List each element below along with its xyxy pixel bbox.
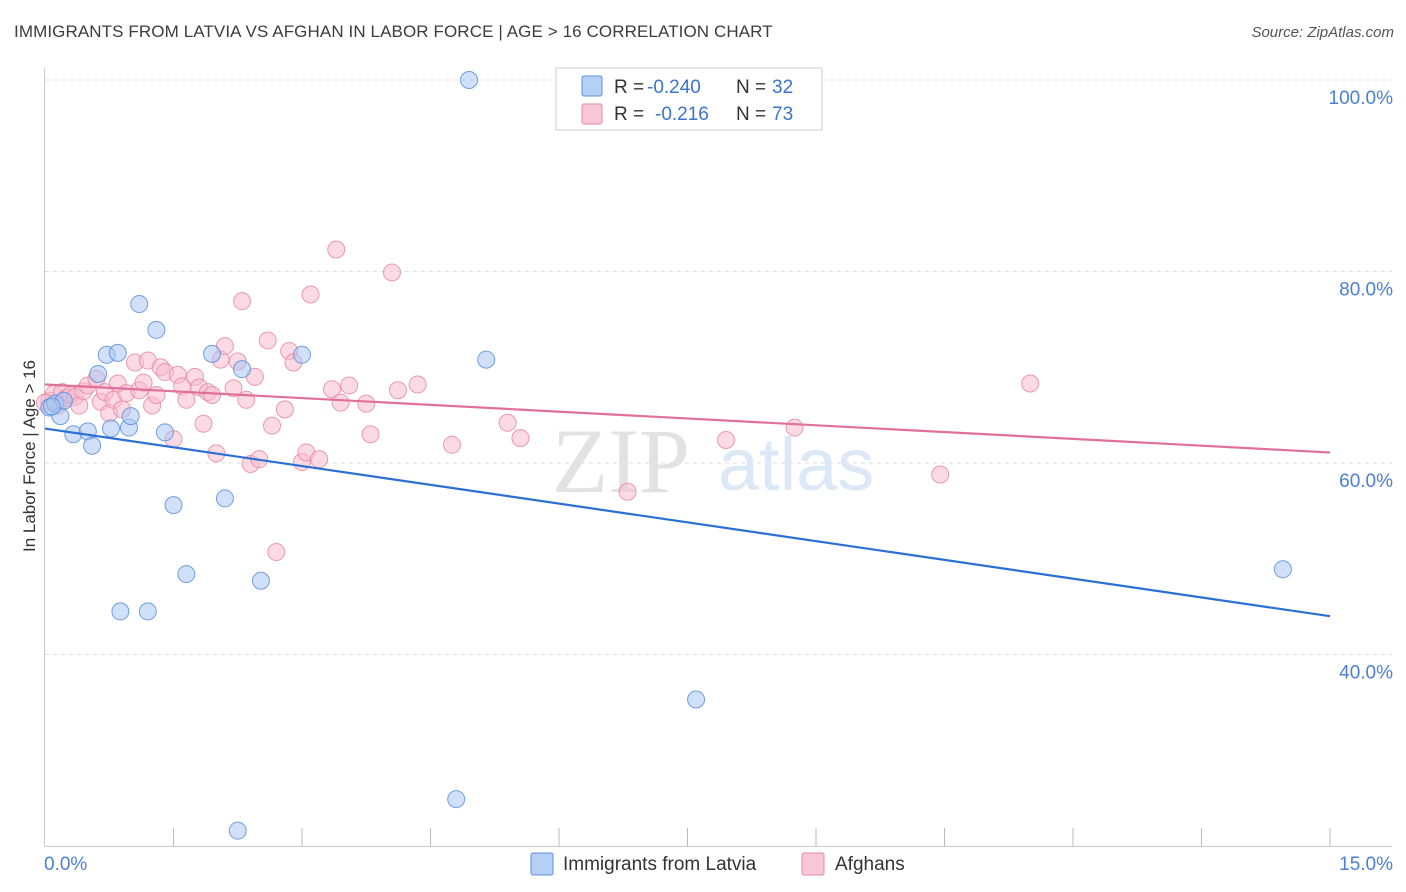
point-latvia-26 xyxy=(477,350,496,369)
chart-title: IMMIGRANTS FROM LATVIA VS AFGHAN IN LABO… xyxy=(14,22,773,41)
x-tick-label-0: 0.0% xyxy=(44,854,87,875)
point-latvia-6 xyxy=(83,436,102,455)
legend-box: R = -0.240 N = 32 R = -0.216 N = 73 xyxy=(555,67,823,131)
point-afghan-58 xyxy=(340,376,359,395)
legend-r-label-latvia: R = xyxy=(614,77,644,98)
point-afghan-65 xyxy=(498,413,517,432)
point-afghan-66 xyxy=(511,429,530,448)
y-tick-label-100: 100.0% xyxy=(1329,88,1394,109)
x-tick-label-15: 15.0% xyxy=(1339,854,1393,875)
legend-n-label-afghan: N = xyxy=(736,104,766,125)
point-afghan-57 xyxy=(331,393,350,412)
point-afghan-67 xyxy=(618,482,637,501)
y-axis-title: In Labor Force | Age > 16 xyxy=(20,360,39,552)
chart-source: Source: ZipAtlas.com xyxy=(1251,24,1394,41)
point-afghan-55 xyxy=(322,380,341,399)
point-afghan-69 xyxy=(785,418,804,437)
point-afghan-40 xyxy=(233,292,252,311)
point-latvia-16 xyxy=(147,320,166,339)
trend-line-latvia xyxy=(44,427,1331,618)
watermark-atlas: atlas xyxy=(718,423,874,506)
bottom-legend: Immigrants from Latvia Afghans xyxy=(530,852,905,876)
point-latvia-15 xyxy=(138,602,157,621)
legend-r-value-latvia: -0.240 xyxy=(647,77,701,98)
point-latvia-19 xyxy=(177,565,196,584)
point-afghan-64 xyxy=(442,435,461,454)
point-latvia-25 xyxy=(460,71,479,89)
legend-n-value-afghan: 73 xyxy=(772,104,793,125)
point-latvia-28 xyxy=(447,790,466,809)
point-afghan-38 xyxy=(224,379,243,398)
point-latvia-7 xyxy=(89,364,108,383)
legend-n-value-latvia: 32 xyxy=(772,77,793,98)
y-tick-label-80: 80.0% xyxy=(1339,280,1393,301)
point-latvia-18 xyxy=(164,496,183,515)
point-latvia-14 xyxy=(130,295,149,314)
point-latvia-29 xyxy=(228,821,247,840)
y-tick-label-40: 40.0% xyxy=(1339,663,1393,684)
point-afghan-62 xyxy=(388,381,407,400)
point-afghan-32 xyxy=(194,414,213,433)
point-afghan-29 xyxy=(177,390,196,409)
point-latvia-17 xyxy=(155,423,174,442)
point-afghan-63 xyxy=(408,375,427,394)
point-afghan-71 xyxy=(1021,374,1040,393)
point-afghan-46 xyxy=(263,416,282,435)
point-latvia-10 xyxy=(108,343,127,362)
point-afghan-20 xyxy=(134,373,153,392)
point-latvia-13 xyxy=(121,407,140,426)
tick-labels: 100.0% 80.0% 60.0% 40.0% 0.0% 15.0% xyxy=(44,88,1393,875)
legend-r-label-afghan: R = xyxy=(614,104,644,125)
point-afghan-47 xyxy=(267,543,286,562)
point-latvia-11 xyxy=(111,602,130,621)
axes xyxy=(44,68,1392,847)
bottom-legend-label-afghan: Afghans xyxy=(835,854,905,875)
bottom-legend-swatch-latvia xyxy=(530,852,554,876)
point-afghan-59 xyxy=(357,394,376,413)
point-afghan-70 xyxy=(931,465,950,484)
y-tick-label-60: 60.0% xyxy=(1339,471,1393,492)
point-latvia-23 xyxy=(251,571,270,590)
point-latvia-9 xyxy=(101,419,120,438)
trend-line-afghan xyxy=(44,383,1331,454)
data-points xyxy=(36,71,1292,840)
point-afghan-60 xyxy=(361,425,380,444)
point-afghan-68 xyxy=(717,431,736,450)
point-latvia-21 xyxy=(215,489,234,508)
point-latvia-30 xyxy=(1273,560,1292,579)
point-latvia-22 xyxy=(233,360,252,379)
point-latvia-24 xyxy=(293,345,311,364)
bottom-legend-swatch-afghan xyxy=(801,852,825,876)
point-latvia-20 xyxy=(203,344,222,363)
point-latvia-27 xyxy=(687,690,706,709)
point-afghan-34 xyxy=(203,386,222,405)
point-afghan-54 xyxy=(310,450,329,469)
legend-n-label-latvia: N = xyxy=(736,77,766,98)
legend-swatch-afghan xyxy=(581,103,603,125)
point-afghan-45 xyxy=(258,331,277,350)
trend-lines xyxy=(44,383,1331,618)
legend-swatch-latvia xyxy=(581,75,603,97)
point-latvia-31 xyxy=(42,397,61,416)
bottom-legend-label-latvia: Immigrants from Latvia xyxy=(563,854,757,875)
point-afghan-56 xyxy=(327,240,346,259)
point-afghan-61 xyxy=(382,263,401,282)
point-afghan-48 xyxy=(275,400,294,419)
point-afghan-53 xyxy=(301,285,320,304)
legend-r-value-afghan: -0.216 xyxy=(655,104,709,125)
